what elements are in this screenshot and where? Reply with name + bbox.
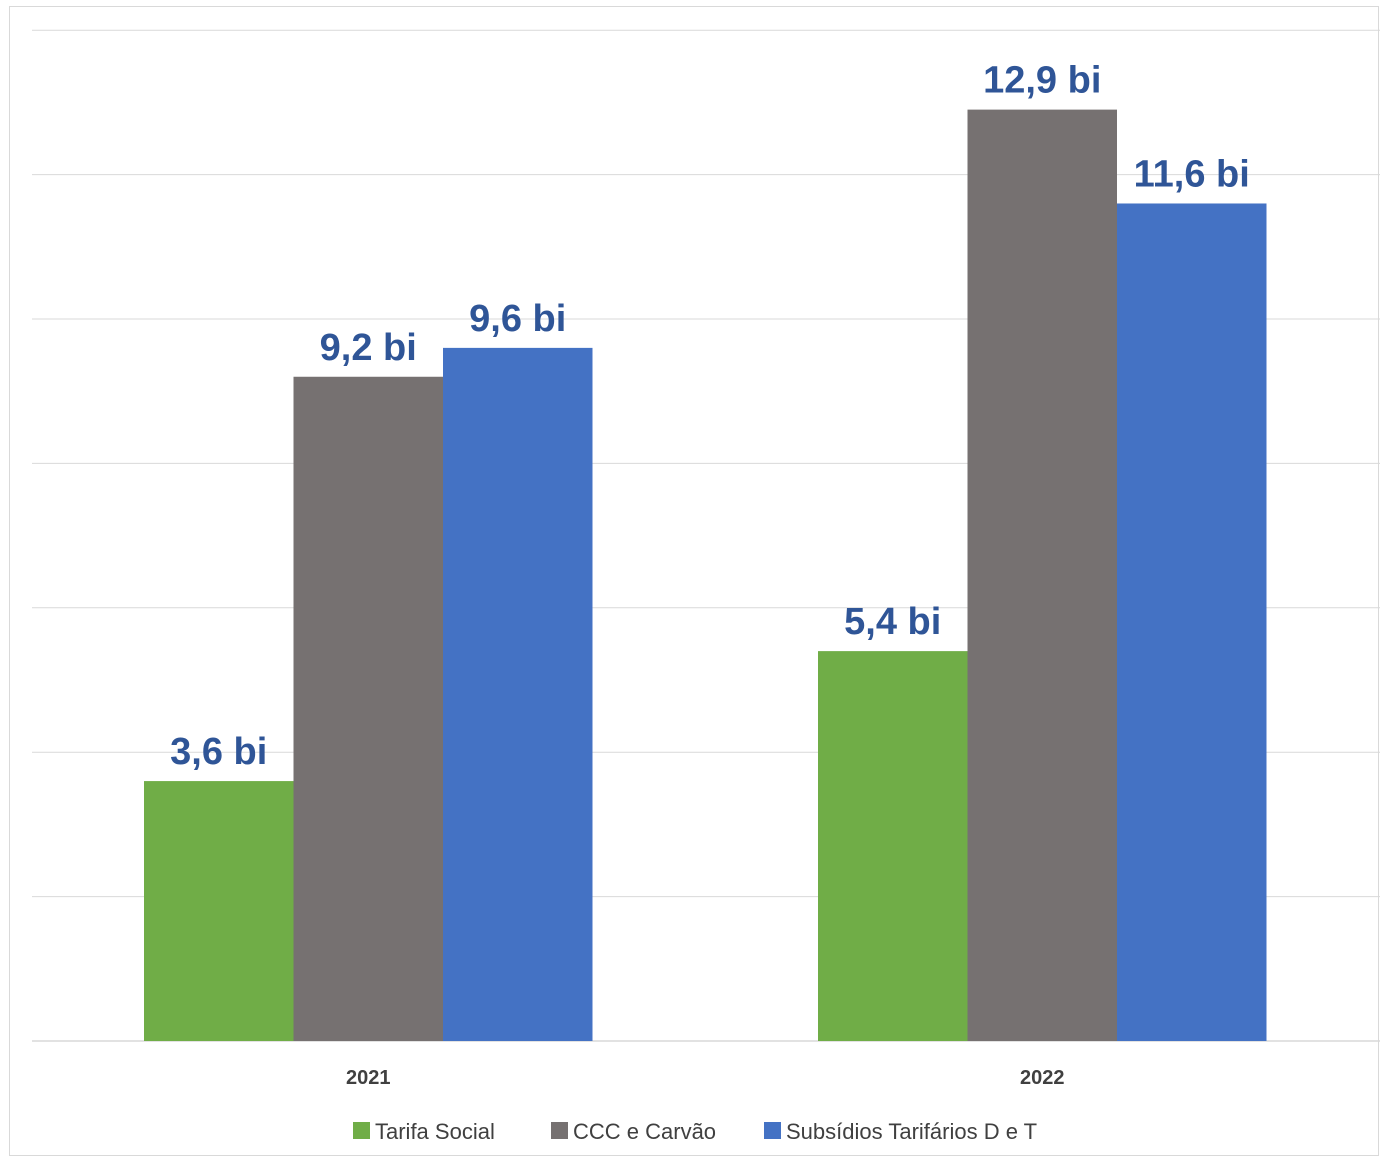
legend-swatch-tarifa-social bbox=[353, 1122, 370, 1139]
data-label-ccc-e-carv-o-2021: 9,2 bi bbox=[320, 327, 417, 369]
bar-ccc-e-carv-o-2022 bbox=[967, 109, 1117, 1042]
bar-subs-dios-tarif-rios-d-e-t-2021 bbox=[443, 347, 593, 1041]
category-label-2022: 2022 bbox=[1020, 1067, 1065, 1089]
data-labels: 3,6 bi 9,2 bi 9,6 bi 5,4 bi 12,9 bi 11,6 bi bbox=[170, 60, 1250, 773]
bars bbox=[144, 109, 1267, 1042]
bar-ccc-e-carv-o-2021 bbox=[293, 376, 443, 1041]
category-labels: 2021 2022 bbox=[346, 1067, 1065, 1089]
data-label-subs-dios-tarif-rios-d-e-t-2022: 11,6 bi bbox=[1134, 153, 1250, 195]
legend-swatch-subs-dios-tarif-rios-d-e-t bbox=[764, 1122, 781, 1139]
legend-label-ccc-e-carv-o: CCC e Carvão bbox=[573, 1119, 716, 1144]
legend: Tarifa Social CCC e Carvão Subsídios Tarif… bbox=[353, 1119, 1037, 1144]
bar-tarifa-social-2022 bbox=[818, 651, 968, 1041]
legend-label-subs-dios-tarif-rios-d-e-t: Subsídios Tarifários D e T bbox=[786, 1119, 1037, 1144]
bar-tarifa-social-2021 bbox=[144, 781, 294, 1041]
data-label-tarifa-social-2021: 3,6 bi bbox=[170, 731, 267, 773]
legend-swatch-ccc-e-carv-o bbox=[551, 1122, 568, 1139]
data-label-subs-dios-tarif-rios-d-e-t-2021: 9,6 bi bbox=[469, 298, 566, 340]
bar-subs-dios-tarif-rios-d-e-t-2022 bbox=[1117, 203, 1267, 1042]
legend-label-tarifa-social: Tarifa Social bbox=[375, 1119, 495, 1144]
data-label-ccc-e-carv-o-2022: 12,9 bi bbox=[983, 60, 1101, 102]
data-label-tarifa-social-2022: 5,4 bi bbox=[844, 601, 941, 643]
category-label-2021: 2021 bbox=[346, 1067, 391, 1089]
